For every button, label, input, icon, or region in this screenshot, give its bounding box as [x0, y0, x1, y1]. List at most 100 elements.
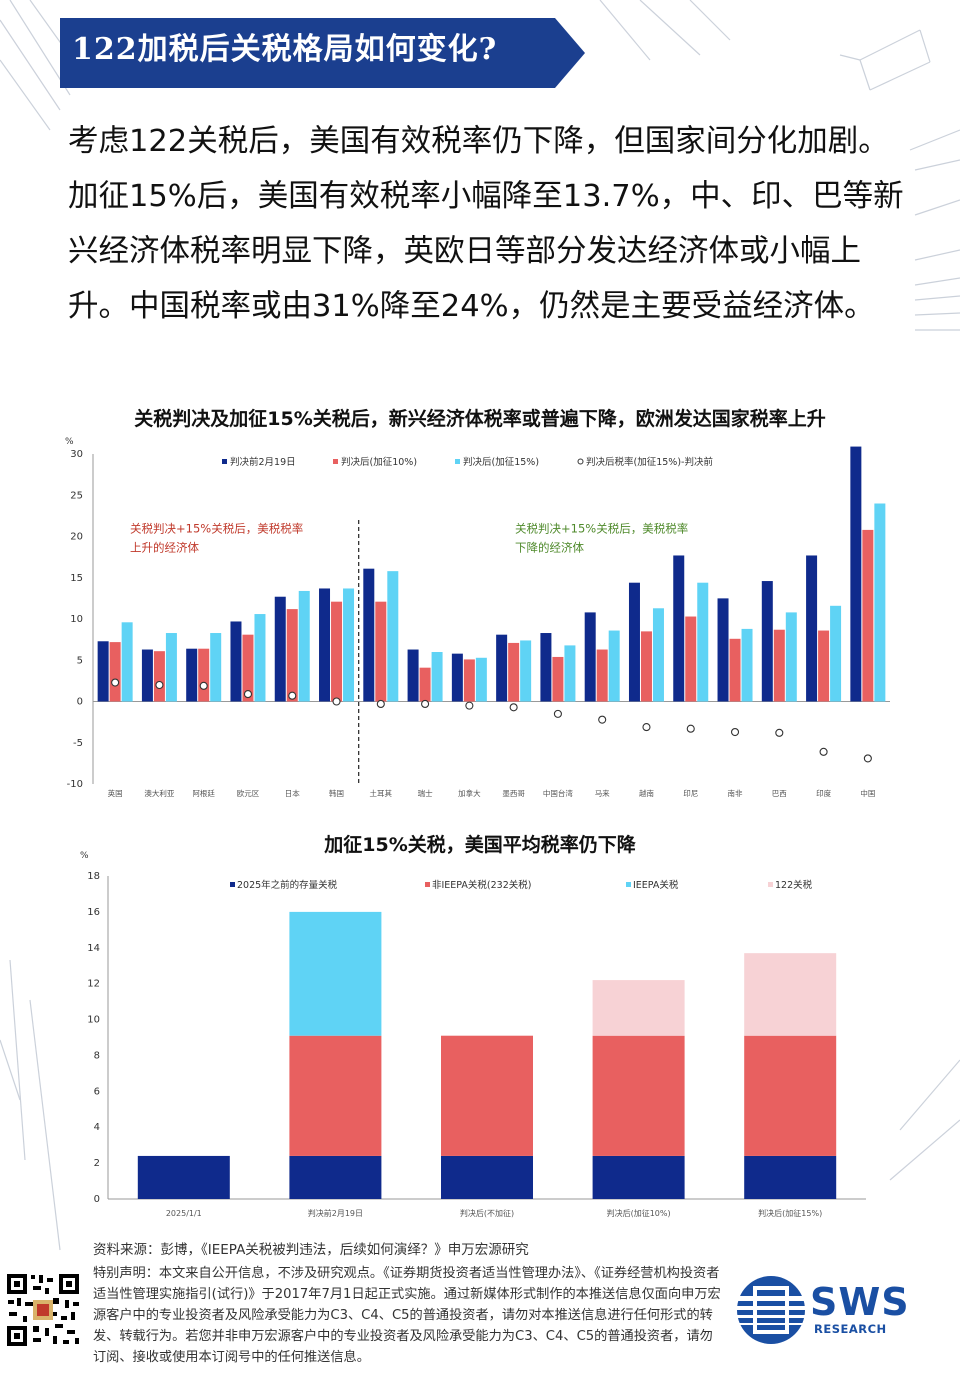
chart1-y-tick: 0 — [77, 697, 83, 708]
chart1-x-tick: 南非 — [728, 788, 743, 798]
chart1-bar — [407, 649, 419, 702]
chart1-dot-point — [730, 727, 740, 737]
chart2-y-tick: 12 — [87, 979, 100, 990]
chart1-x-tick: 澳大利亚 — [144, 788, 174, 798]
chart1-bar — [230, 621, 242, 702]
chart1-x-tick: 欧元区 — [237, 788, 260, 798]
chart2-y-tick: 18 — [87, 871, 100, 882]
chart1-legend-swatch — [222, 459, 227, 464]
chart2-y-tick: 4 — [94, 1122, 100, 1133]
chart1-bar — [608, 630, 620, 702]
chart1-bar — [874, 503, 886, 702]
chart1-bar — [109, 642, 121, 702]
chart1-legend-label: 判决后(加征15%) — [463, 456, 539, 468]
chart2-bar-segment — [441, 1155, 533, 1199]
chart1-bar — [451, 653, 463, 702]
chart1-x-tick: 韩国 — [329, 788, 344, 798]
chart1-bar — [210, 633, 222, 702]
chart2-bar-segment — [592, 980, 685, 1036]
chart2-legend-label: IEEPA关税 — [633, 879, 679, 891]
chart1-bar — [121, 622, 133, 702]
chart1-dot-point — [332, 697, 341, 706]
chart1-x-tick: 马来 — [595, 789, 610, 798]
chart2-y-tick: 16 — [87, 907, 100, 918]
chart1-bar — [552, 656, 564, 702]
chart2-x-tick: 判决后(不加征) — [460, 1208, 514, 1218]
chart1-dot-point — [111, 678, 120, 687]
chart1-bar — [331, 601, 343, 702]
chart1-dot-point — [775, 728, 784, 737]
chart2-y-tick: 6 — [94, 1086, 100, 1097]
chart2-bar-segment — [289, 1155, 382, 1199]
chart1-legend-label: 判决后税率(加征15%)-判决前 — [586, 456, 713, 468]
chart2-legend-label: 2025年之前的存量关税 — [237, 879, 338, 891]
chart2-legend-label: 122关税 — [775, 879, 813, 891]
chart1-bar-chart: % 30 25 20 15 10 5 0 -5 -10 英国 澳大利亚 阿根廷 欧元区 日本 韩国 土耳其 瑞士 加… — [65, 437, 890, 798]
chart1-y-tick: 5 — [77, 655, 83, 666]
chart1-y-tick: 20 — [70, 532, 83, 543]
chart2-y-unit: % — [80, 851, 89, 861]
chart1-bar — [830, 605, 842, 702]
qr-code-icon[interactable] — [5, 1272, 81, 1348]
chart1-bar — [319, 588, 331, 702]
chart1-bar — [850, 446, 862, 702]
chart2-bar-segment — [289, 1035, 382, 1156]
chart1-x-tick: 墨西哥 — [502, 789, 525, 798]
chart2-x-tick: 判决前2月19日 — [308, 1208, 363, 1218]
chart1-bar — [165, 633, 177, 702]
chart2-x-tick: 判决后(加征15%) — [758, 1208, 822, 1218]
chart1-bar — [685, 616, 697, 702]
chart1-bar — [818, 630, 830, 702]
chart1-bar — [717, 598, 729, 702]
chart1-bar — [475, 657, 487, 702]
chart1-dot-point — [598, 715, 607, 724]
title-banner — [60, 18, 585, 88]
chart1-bar — [242, 634, 254, 702]
chart1-bar — [741, 628, 753, 702]
chart1-bar — [298, 590, 310, 702]
chart2-bar-segment — [289, 911, 382, 1036]
chart2-y-tick: 8 — [94, 1050, 100, 1061]
chart1-bar — [274, 596, 286, 702]
chart2-x-tick: 判决后(加征10%) — [607, 1208, 671, 1218]
chart1-bar — [652, 608, 664, 702]
chart1-bar — [343, 588, 355, 702]
chart1-y-tick: 30 — [70, 449, 83, 460]
chart1-bar — [254, 614, 266, 702]
chart1-y-tick: -5 — [73, 738, 83, 749]
chart1-dot-point — [819, 747, 828, 756]
chart2-bar-segment — [137, 1155, 230, 1199]
chart1-bar — [387, 571, 399, 702]
chart2-title: 加征15%关税，美国平均税率仍下降 — [324, 834, 636, 856]
chart1-dot-point — [288, 691, 297, 700]
chart1-x-tick: 越南 — [639, 788, 654, 798]
chart1-dot-point — [553, 709, 562, 718]
chart1-bar — [186, 648, 198, 702]
chart1-x-tick: 英国 — [108, 788, 123, 798]
chart2-legend-swatch — [425, 882, 430, 887]
chart1-x-tick: 瑞士 — [418, 788, 433, 798]
chart1-bar — [640, 631, 652, 702]
chart1-bar — [419, 667, 431, 702]
chart2-bar-segment — [441, 1035, 533, 1156]
chart1-bar — [773, 629, 785, 702]
chart1-x-tick: 日本 — [285, 788, 300, 798]
chart1-y-tick: 25 — [70, 490, 83, 501]
chart1-legend-swatch — [333, 459, 338, 464]
chart1-title: 关税判决及加征15%关税后，新兴经济体税率或普遍下降，欧洲发达国家税率上升 — [134, 408, 826, 430]
chart2-bar-segment — [744, 953, 837, 1036]
chart1-bar — [628, 582, 640, 702]
chart1-bar — [729, 638, 741, 702]
chart1-dot-point — [465, 701, 474, 710]
chart1-dot-point — [509, 703, 518, 712]
chart1-x-tick: 加拿大 — [458, 788, 481, 798]
chart1-bar — [520, 640, 532, 702]
chart1-annotation-fall: 关税判决+15%关税后，美税税率下降的经济体 — [515, 521, 688, 554]
chart1-x-tick: 印尼 — [683, 789, 698, 798]
chart1-bar — [375, 601, 387, 702]
chart1-x-tick: 印度 — [816, 788, 831, 798]
chart1-dot-point — [376, 699, 385, 709]
source-note: 资料来源：彭博，《IEEPA关税被判违法，后续如何演绎？》申万宏源研究 — [93, 1242, 529, 1258]
chart1-bar — [153, 651, 165, 702]
